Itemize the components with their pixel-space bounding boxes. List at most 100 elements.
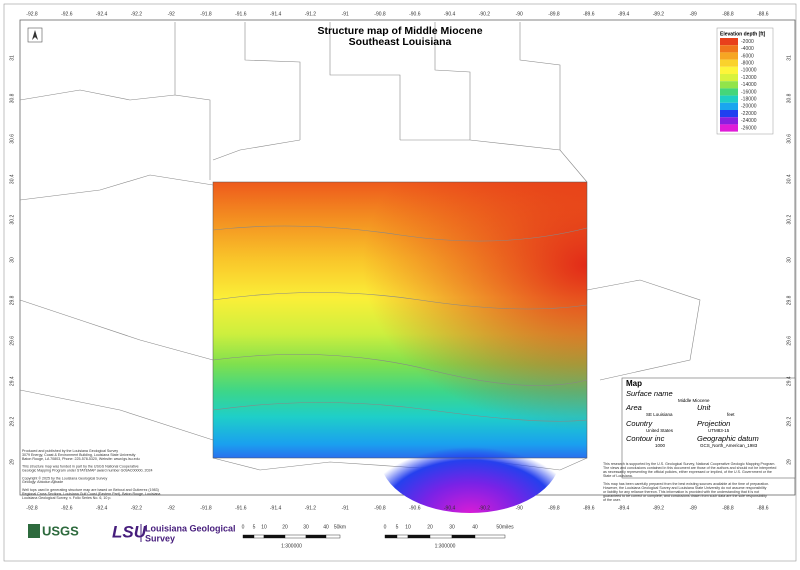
legend-label: -10000 (741, 68, 757, 74)
note-right: However, the Louisiana Geological Survey… (603, 486, 767, 490)
lon-label-bottom: -89 (690, 505, 697, 511)
legend-swatch (720, 95, 738, 103)
lon-label-bottom: -90.8 (374, 505, 386, 511)
lon-label-bottom: -90.6 (409, 505, 421, 511)
note-left: Produced and published by the Louisiana … (22, 449, 118, 453)
lon-label-bottom: -90.2 (479, 505, 491, 511)
scale-label: 50miles (496, 524, 514, 530)
lon-label-top: -92.6 (61, 11, 73, 17)
lat-label-right: 29.6 (786, 336, 792, 346)
legend-label: -20000 (741, 104, 757, 110)
scale-ratio: 1:300000 (435, 543, 456, 549)
lat-label-left: 29.6 (9, 336, 15, 346)
note-right: The views and conclusions contained in t… (603, 466, 776, 470)
scale-label: 0 (242, 524, 245, 530)
lat-label-right: 31 (786, 55, 792, 61)
legend: Elevation depth [ft] -2000-4000-6000 -800… (716, 27, 774, 135)
lat-label-left: 29.4 (9, 376, 15, 386)
scale-label: 5 (253, 524, 256, 530)
legend-swatch (720, 45, 738, 53)
usgs-logo: USGS (42, 523, 79, 538)
note-left: Louisiana Geological Survey, v. Folio Se… (22, 496, 111, 500)
lon-label-bottom: -91.2 (305, 505, 317, 511)
scale-segment (305, 534, 327, 539)
note-left: 3079 Energy, Coast & Environment Buildin… (22, 453, 136, 457)
scale-segment (242, 534, 255, 539)
lon-label-top: -92.2 (131, 11, 143, 17)
legend-swatch (720, 102, 738, 110)
lon-label-bottom: -92.8 (26, 505, 38, 511)
lat-label-right: 30 (786, 257, 792, 263)
note-left: Well tops used in generating structure m… (22, 488, 159, 492)
lon-label-bottom: -88.6 (757, 505, 769, 511)
info-label: Projection (697, 419, 730, 428)
usgs-mark (28, 524, 40, 538)
scale-segment (263, 534, 286, 539)
legend-label: -8000 (741, 61, 754, 67)
legend-swatch (720, 110, 738, 118)
legend-swatch (720, 52, 738, 60)
note-right: State of Louisiana. (603, 474, 633, 478)
lon-label-top: -91.4 (270, 11, 282, 17)
lsu-logo: LSU (112, 522, 147, 541)
lat-label-right: 30.8 (786, 93, 792, 103)
lat-label-left: 29.8 (9, 295, 15, 305)
note-right: This research is supported by the U.S. G… (603, 462, 775, 466)
lat-label-right: 29.8 (786, 295, 792, 305)
legend-label: -24000 (741, 118, 757, 124)
lon-label-top: -88.6 (757, 11, 769, 17)
scale-label: 5 (396, 524, 399, 530)
lat-label-right: 30.4 (786, 174, 792, 184)
lon-label-top: -90.8 (374, 11, 386, 17)
lat-label-right: 30.6 (786, 134, 792, 144)
lon-label-bottom: -91.6 (235, 505, 247, 511)
scale-segment (384, 534, 398, 539)
lon-label-top: -89.2 (653, 11, 665, 17)
lat-label-left: 30 (9, 257, 15, 263)
lon-label-top: -90.2 (479, 11, 491, 17)
info-label: Country (626, 419, 654, 428)
lon-label-bottom: -89.2 (653, 505, 665, 511)
scale-label: 10 (261, 524, 267, 530)
legend-title: Elevation depth [ft] (720, 31, 766, 37)
lon-label-bottom: -91.4 (270, 505, 282, 511)
info-value: feet (727, 412, 735, 417)
legend-label: -14000 (741, 82, 757, 88)
lon-label-top: -92.4 (96, 11, 108, 17)
note-left: Geologic Mapping Program under STATEMAP … (22, 468, 152, 472)
lat-label-left: 30.6 (9, 134, 15, 144)
scale-label: 20 (427, 524, 433, 530)
scale-segment (429, 534, 453, 539)
lon-label-top: -90.6 (409, 11, 421, 17)
lgs-logo: Survey (145, 533, 175, 543)
lat-label-left: 30.4 (9, 174, 15, 184)
scale-label: 30 (303, 524, 309, 530)
structure-surface (212, 181, 588, 513)
info-value: 1000 (655, 443, 666, 448)
scale-segment (474, 534, 506, 539)
note-right: guaranteed to be correct or complete, an… (603, 494, 767, 498)
map-subtitle: Southeast Louisiana (349, 36, 452, 48)
lon-label-bottom: -90 (516, 505, 523, 511)
scale-segment (325, 534, 341, 539)
scale-segment (253, 534, 265, 539)
lat-label-left: 30.2 (9, 215, 15, 225)
lon-label-top: -90.4 (444, 11, 456, 17)
note-right: This map has been carefully prepared fro… (603, 482, 769, 486)
lon-label-bottom: -89.8 (548, 505, 560, 511)
note-left: Geology: Abiodun Ajibade (22, 480, 63, 484)
scale-segment (284, 534, 307, 539)
note-left: Baton Rouge, LA 70803, Phone: 225-578-53… (22, 457, 140, 461)
lat-label-right: 30.2 (786, 215, 792, 225)
scale-label: 30 (449, 524, 455, 530)
scale-label: 40 (472, 524, 478, 530)
lon-label-top: -89.4 (618, 11, 630, 17)
scale-label: 10 (405, 524, 411, 530)
legend-label: -6000 (741, 53, 754, 59)
note-left: Copyright © 2025 by the Louisiana Geolog… (22, 476, 108, 480)
scale-label: 0 (384, 524, 387, 530)
lon-label-bottom: -88.8 (722, 505, 734, 511)
